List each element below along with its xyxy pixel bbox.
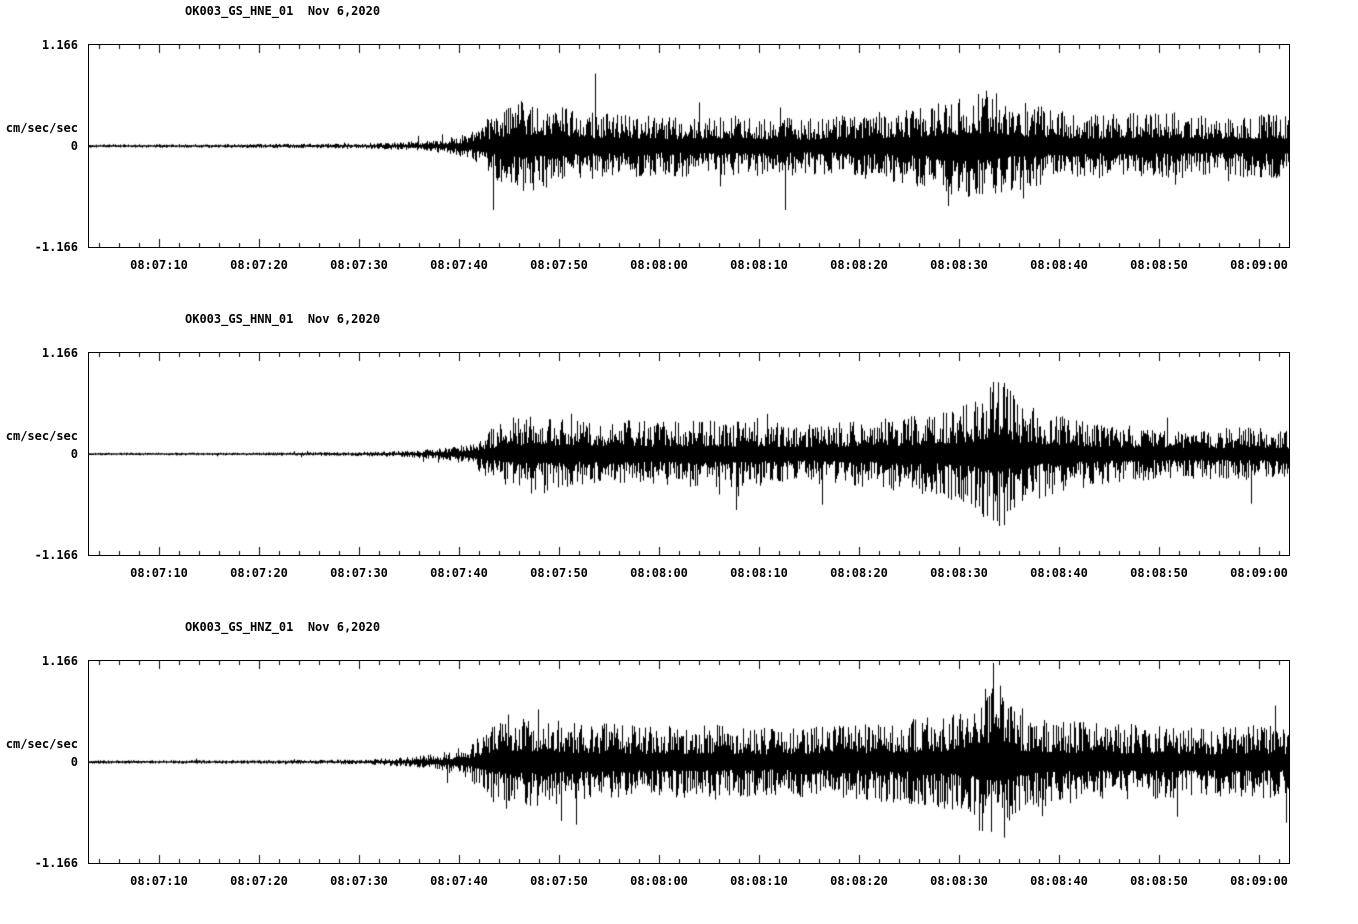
x-tick-label: 08:07:10 xyxy=(130,874,188,888)
x-tick-label: 08:07:40 xyxy=(430,566,488,580)
plot-area xyxy=(88,660,1290,864)
x-tick-label: 08:08:10 xyxy=(730,566,788,580)
x-tick-label: 08:08:30 xyxy=(930,566,988,580)
y-axis-unit-label: cm/sec/sec xyxy=(5,737,78,751)
x-tick-label: 08:09:00 xyxy=(1230,566,1288,580)
x-tick-label: 08:07:30 xyxy=(330,258,388,272)
waveform-canvas xyxy=(89,661,1289,863)
x-tick-label: 08:07:20 xyxy=(230,874,288,888)
x-tick-label: 08:09:00 xyxy=(1230,874,1288,888)
y-axis-max-label: 1.166 xyxy=(41,38,78,52)
x-tick-label: 08:08:40 xyxy=(1030,874,1088,888)
y-axis-max-label: 1.166 xyxy=(41,654,78,668)
x-tick-label: 08:08:20 xyxy=(830,874,888,888)
y-axis-zero-label: 0 xyxy=(70,447,78,461)
x-tick-label: 08:08:10 xyxy=(730,874,788,888)
x-tick-label: 08:08:30 xyxy=(930,258,988,272)
panel-title: OK003_GS_HNN_01 Nov 6,2020 xyxy=(185,312,381,326)
x-tick-label: 08:08:00 xyxy=(630,874,688,888)
x-tick-label: 08:08:20 xyxy=(830,258,888,272)
plot-area xyxy=(88,352,1290,556)
x-tick-label: 08:07:20 xyxy=(230,258,288,272)
y-axis-min-label: -1.166 xyxy=(34,548,78,562)
x-tick-label: 08:08:10 xyxy=(730,258,788,272)
waveform-canvas xyxy=(89,353,1289,555)
x-tick-label: 08:07:50 xyxy=(530,566,588,580)
waveform-canvas xyxy=(89,45,1289,247)
plot-area xyxy=(88,44,1290,248)
seismogram-panel-hne: OK003_GS_HNE_01 Nov 6,2020 1.166 cm/sec/… xyxy=(0,0,1358,308)
x-axis-labels: 08:07:10 08:07:20 08:07:30 08:07:40 08:07:50… xyxy=(0,566,1358,582)
y-axis-min-label: -1.166 xyxy=(34,240,78,254)
x-axis-labels: 08:07:10 08:07:20 08:07:30 08:07:40 08:07:50… xyxy=(0,258,1358,274)
x-tick-label: 08:08:50 xyxy=(1130,258,1188,272)
seismogram-panel-hnn: OK003_GS_HNN_01 Nov 6,2020 1.166 cm/sec/… xyxy=(0,308,1358,616)
x-tick-label: 08:07:40 xyxy=(430,258,488,272)
x-tick-label: 08:08:00 xyxy=(630,258,688,272)
x-tick-label: 08:09:00 xyxy=(1230,258,1288,272)
y-axis-unit-label: cm/sec/sec xyxy=(5,121,78,135)
x-tick-label: 08:07:50 xyxy=(530,874,588,888)
y-axis-zero-label: 0 xyxy=(70,755,78,769)
x-tick-label: 08:08:30 xyxy=(930,874,988,888)
x-tick-label: 08:08:40 xyxy=(1030,258,1088,272)
x-tick-label: 08:07:30 xyxy=(330,874,388,888)
x-tick-label: 08:07:30 xyxy=(330,566,388,580)
x-axis-labels: 08:07:10 08:07:20 08:07:30 08:07:40 08:07:50… xyxy=(0,874,1358,890)
y-axis-zero-label: 0 xyxy=(70,139,78,153)
x-tick-label: 08:08:50 xyxy=(1130,566,1188,580)
x-tick-label: 08:07:10 xyxy=(130,258,188,272)
x-tick-label: 08:08:00 xyxy=(630,566,688,580)
y-axis-min-label: -1.166 xyxy=(34,856,78,870)
x-tick-label: 08:08:20 xyxy=(830,566,888,580)
x-tick-label: 08:07:50 xyxy=(530,258,588,272)
seismogram-panel-hnz: OK003_GS_HNZ_01 Nov 6,2020 1.166 cm/sec/… xyxy=(0,616,1358,924)
y-axis-max-label: 1.166 xyxy=(41,346,78,360)
x-tick-label: 08:07:10 xyxy=(130,566,188,580)
y-axis-unit-label: cm/sec/sec xyxy=(5,429,78,443)
panel-title: OK003_GS_HNZ_01 Nov 6,2020 xyxy=(185,620,381,634)
x-tick-label: 08:08:50 xyxy=(1130,874,1188,888)
x-tick-label: 08:07:40 xyxy=(430,874,488,888)
panel-title: OK003_GS_HNE_01 Nov 6,2020 xyxy=(185,4,381,18)
x-tick-label: 08:08:40 xyxy=(1030,566,1088,580)
x-tick-label: 08:07:20 xyxy=(230,566,288,580)
